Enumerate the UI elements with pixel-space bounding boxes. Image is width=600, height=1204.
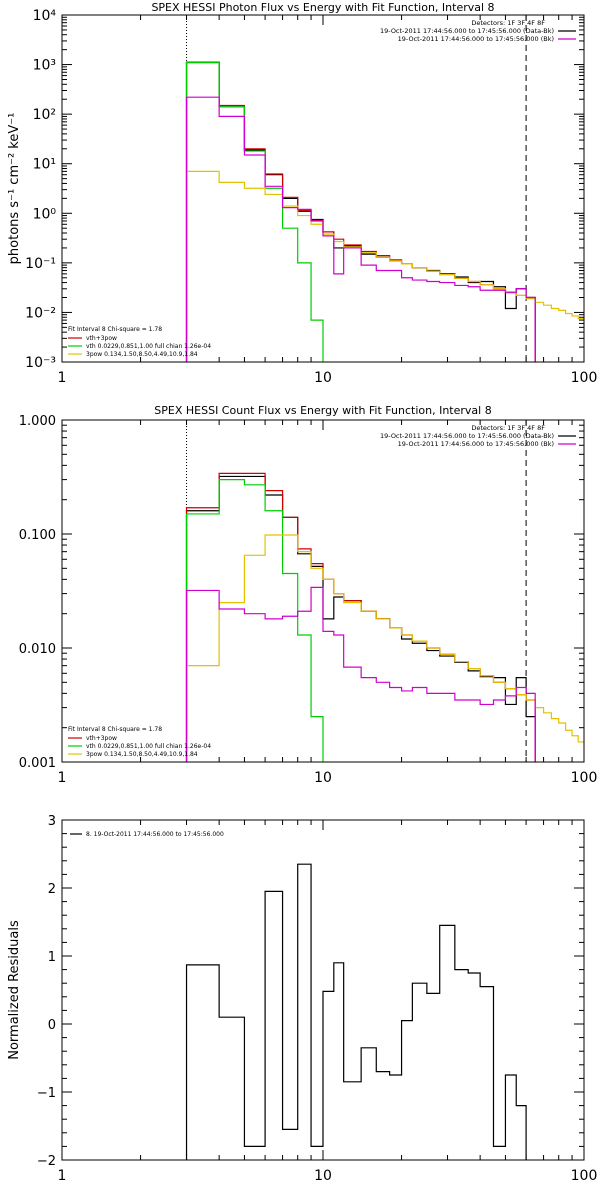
y-tick-label: 10⁻¹: [25, 256, 56, 272]
x-tick-label: 10: [314, 1168, 332, 1184]
y-tick-label: 0.100: [19, 528, 56, 543]
x-tick-label: 10: [314, 770, 332, 786]
series-line-vth: [185, 61, 324, 362]
y-tick-label: 10³: [33, 58, 56, 74]
legend-bottom: Fit Interval 8 Chi-square = 1.78 vth+3pow…: [68, 326, 211, 358]
legend-item-label: vth+3pow: [86, 735, 117, 742]
series-group: [185, 863, 527, 1160]
axis-ticks: [61, 419, 584, 763]
series-line-vth-3pow: [185, 61, 536, 362]
plot-frame: [61, 819, 585, 1161]
legend-top-line: Detectors: 1F 3F 4F 8F: [471, 19, 545, 27]
y-tick-label: 2: [48, 882, 56, 897]
legend-top-line: 19-Oct-2011 17:44:56.000 to 17:45:56.000…: [398, 440, 554, 448]
series-line-bk: [185, 96, 536, 362]
x-tick-label: 100: [571, 770, 598, 786]
x-tick-label: 100: [571, 1168, 598, 1184]
legend-top-line: 19-Oct-2011 17:44:56.000 to 17:45:56.000…: [380, 27, 554, 35]
y-axis-label: Normalized Residuals: [7, 920, 22, 1060]
axis-ticks: [61, 14, 584, 363]
x-tick-label: 100: [571, 370, 598, 386]
series-line-3pow: [185, 534, 584, 762]
series-line-vth: [185, 479, 324, 762]
x-tick-label: 1: [58, 370, 67, 386]
y-tick-label: 1: [48, 950, 56, 965]
series-line-3pow: [185, 170, 584, 362]
x-tick-label: 1: [58, 770, 67, 786]
y-tick-label: 10⁻²: [25, 305, 56, 321]
legend-item-label: vth+3pow: [86, 335, 117, 342]
plot-frame: [61, 14, 585, 363]
chart-title: SPEX HESSI Photon Flux vs Energy with Fi…: [151, 1, 494, 14]
y-tick-label: 10⁻³: [25, 355, 56, 371]
series-line-bk: [185, 586, 536, 762]
legend-item-label: 3pow 0.134,1.50,8.50,4.49,10.9,1.84: [86, 751, 198, 758]
y-tick-label: −2: [37, 1154, 56, 1169]
series-line-residuals: [185, 863, 527, 1160]
y-tick-label: 0: [48, 1018, 56, 1033]
legend-bottom: Fit Interval 8 Chi-square = 1.78 vth+3pow…: [68, 726, 211, 758]
series-group: [185, 61, 584, 362]
y-axis-label: photons s⁻¹ cm⁻² keV⁻¹: [7, 113, 22, 265]
x-tick-label: 1: [58, 1168, 67, 1184]
series-line-data-bk: [185, 61, 536, 362]
legend-item-label: vth 0.0229,0.851,1.00 full chian 1.26e-0…: [86, 743, 211, 750]
y-tick-label: 10¹: [33, 157, 56, 173]
series-group: [185, 472, 584, 762]
legend-residuals: 8. 19-Oct-2011 17:44:56.000 to 17:45:56.…: [70, 831, 224, 838]
legend-top-line: 19-Oct-2011 17:44:56.000 to 17:45:56.000…: [398, 35, 554, 43]
y-tick-label: 10²: [33, 107, 56, 123]
y-tick-label: 3: [48, 814, 56, 829]
chart-title: SPEX HESSI Count Flux vs Energy with Fit…: [154, 404, 491, 417]
legend-item-label: 3pow 0.134,1.50,8.50,4.49,10.9,1.84: [86, 351, 198, 358]
y-tick-label: 10⁰: [33, 206, 57, 222]
legend-top-line: 19-Oct-2011 17:44:56.000 to 17:45:56.000…: [380, 432, 554, 440]
y-tick-label: 10⁴: [33, 8, 57, 24]
legend-item-label: 8. 19-Oct-2011 17:44:56.000 to 17:45:56.…: [86, 831, 224, 838]
y-tick-label: 0.001: [19, 756, 56, 771]
series-line-data-bk: [185, 475, 536, 762]
plot-frame: [61, 419, 585, 763]
residuals-panel: Normalized Residuals 1 10 100 −2 −1 0 1 2 3 8. 19-…: [7, 814, 597, 1184]
legend-bottom-header: Fit Interval 8 Chi-square = 1.78: [68, 726, 162, 733]
legend-top-line: Detectors: 1F 3F 4F 8F: [471, 424, 545, 432]
y-tick-label: 0.010: [19, 642, 56, 657]
y-tick-label: 1.000: [19, 414, 56, 429]
legend-bottom-header: Fit Interval 8 Chi-square = 1.78: [68, 326, 162, 333]
legend-item-label: vth 0.0229,0.851,1.00 full chian 1.26e-0…: [86, 343, 211, 350]
x-tick-label: 10: [314, 370, 332, 386]
photon-flux-panel: SPEX HESSI Photon Flux vs Energy with Fi…: [7, 1, 598, 386]
y-tick-label: −1: [37, 1086, 56, 1101]
count-flux-panel: SPEX HESSI Count Flux vs Energy with Fit…: [19, 404, 598, 786]
series-line-vth-3pow: [185, 472, 536, 762]
